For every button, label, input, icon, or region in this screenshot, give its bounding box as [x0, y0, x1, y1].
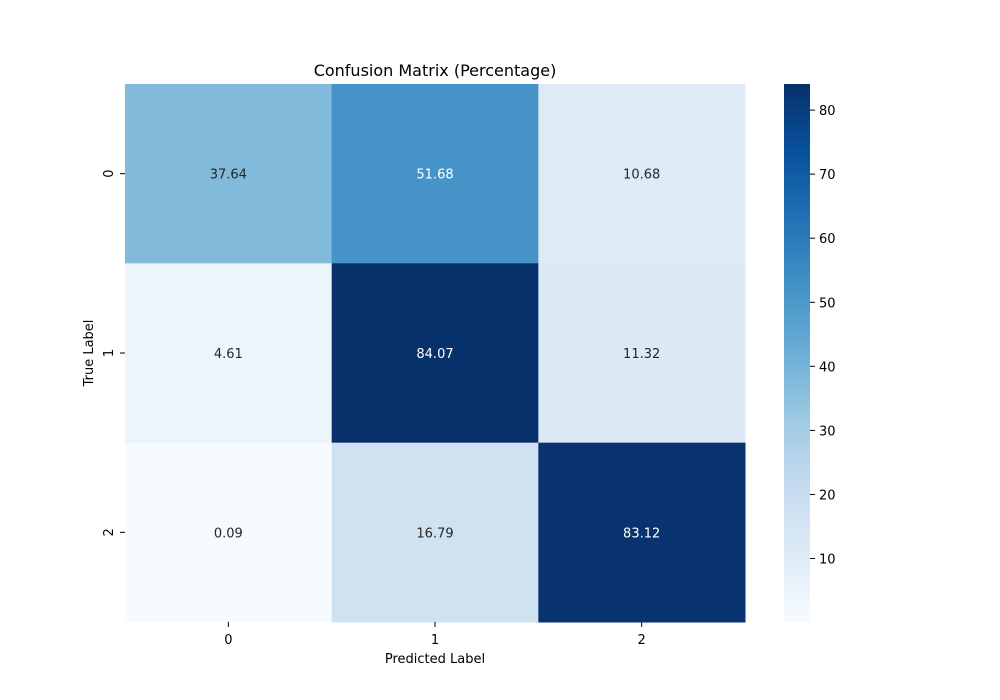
cell-value-2-2: 83.12	[623, 526, 660, 541]
cell-value-0-2: 10.68	[623, 168, 660, 183]
colorbar-tick-label-5: 60	[819, 232, 836, 247]
heatmap-cell-1-1	[331, 263, 539, 444]
heatmap-cell-2-2	[538, 442, 746, 623]
colorbar-gradient	[784, 84, 810, 622]
cell-value-0-0: 37.64	[210, 168, 247, 183]
heatmap-cell-labels: 37.64 51.68 10.68 4.61 84.07 11.32 0.09 16.79 83…	[210, 168, 661, 542]
colorbar-tick-label-0: 10	[819, 553, 836, 568]
x-tick-label-2: 2	[638, 633, 646, 648]
heatmap-cell-0-2	[538, 84, 746, 264]
colorbar-tick-label-2: 30	[819, 424, 836, 439]
heatmap-cell-1-0	[125, 263, 333, 444]
cell-value-2-0: 0.09	[214, 526, 243, 541]
heatmap-cell-2-0	[125, 442, 333, 623]
colorbar-tick-label-1: 20	[819, 488, 836, 503]
chart-title: Confusion Matrix (Percentage)	[314, 61, 557, 80]
heatmap-cell-0-1	[331, 84, 539, 264]
colorbar: 10 20 30 40 50 60 70 80	[784, 84, 836, 622]
x-tick-label-0: 0	[224, 633, 232, 648]
x-tick-label-1: 1	[431, 633, 439, 648]
y-tick-label-1: 1	[102, 349, 117, 357]
heatmap-cell-1-2	[538, 263, 746, 444]
heatmap-cells	[125, 84, 746, 623]
colorbar-tick-label-7: 80	[819, 104, 836, 119]
colorbar-tick-label-6: 70	[819, 168, 836, 183]
cell-value-1-2: 11.32	[623, 347, 660, 362]
y-axis: 0 1 2	[102, 170, 125, 536]
colorbar-tick-label-4: 50	[819, 296, 836, 311]
y-axis-label: True Label	[82, 320, 97, 388]
heatmap-cell-2-1	[331, 442, 539, 623]
cell-value-1-0: 4.61	[214, 347, 243, 362]
cell-value-1-1: 84.07	[416, 347, 453, 362]
y-tick-label-0: 0	[102, 170, 117, 178]
cell-value-0-1: 51.68	[416, 168, 453, 183]
cell-value-2-1: 16.79	[416, 526, 453, 541]
heatmap-cell-0-0	[125, 84, 333, 264]
y-tick-label-2: 2	[102, 528, 117, 536]
x-axis: 0 1 2	[224, 622, 646, 648]
x-axis-label: Predicted Label	[385, 652, 485, 667]
colorbar-tick-label-3: 40	[819, 360, 836, 375]
